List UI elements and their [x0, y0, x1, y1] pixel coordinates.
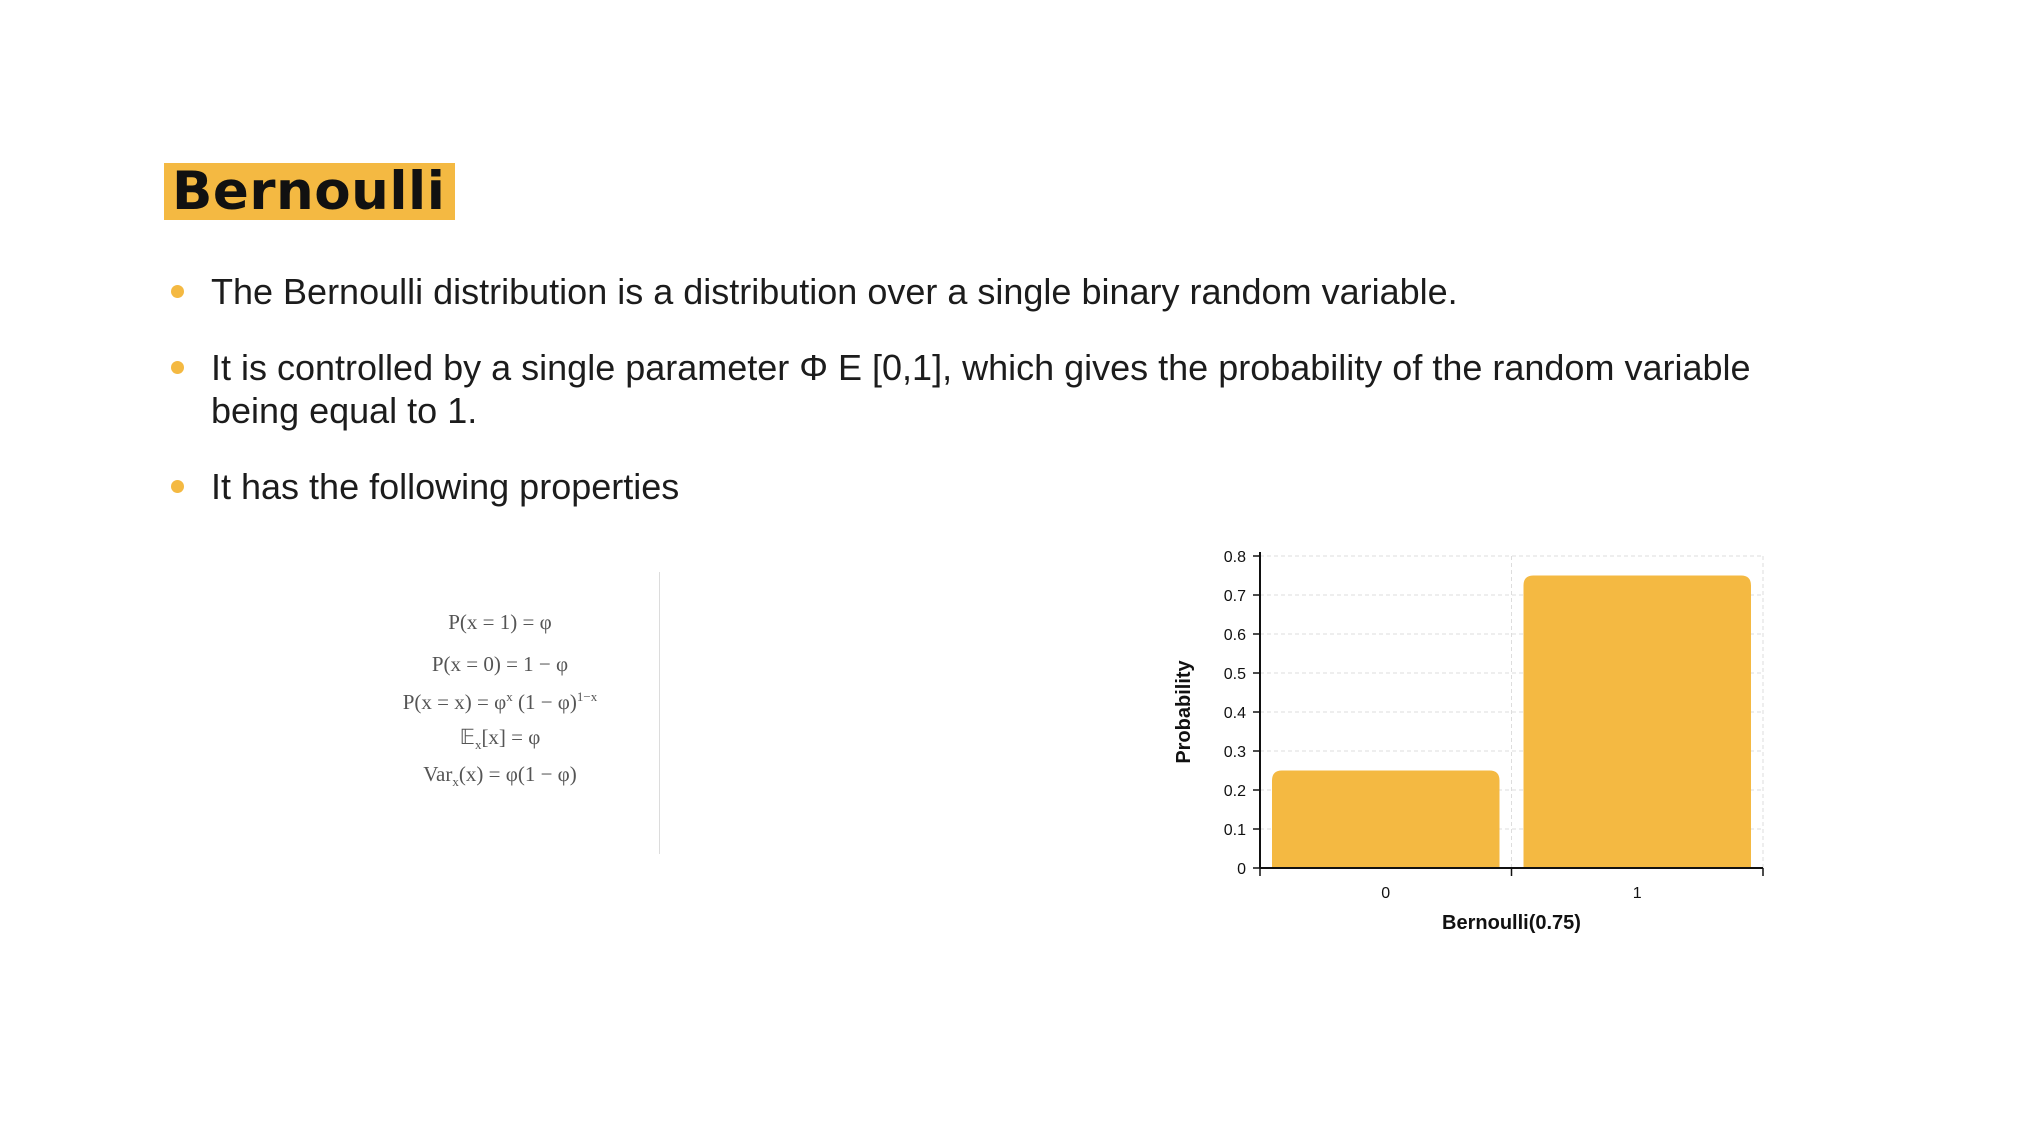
y-tick-label: 0.7	[1224, 588, 1246, 605]
formula-text: P(x = 1) = φ	[448, 610, 552, 634]
bullet-dot-icon	[171, 480, 184, 493]
formula-sub: x	[474, 737, 482, 753]
formula-p1: P(x = 1) = φ	[330, 610, 670, 635]
bullet-text: The Bernoulli distribution is a distribu…	[211, 271, 1458, 312]
bullet-text: It has the following properties	[211, 466, 680, 507]
bullet-list: The Bernoulli distribution is a distribu…	[170, 270, 1790, 541]
y-tick-label: 0.1	[1224, 822, 1246, 839]
bar-chart: 0 0.1 0.2 0.3 0.4 0.5 0.6 0.7 0.8 0 1 Bernoulli(0.7…	[1173, 549, 1764, 934]
formula-sub: x	[452, 774, 459, 790]
formula-text: [x] = φ	[481, 725, 541, 749]
x-tick-label: 0	[1381, 885, 1390, 902]
formula-text: P(x = 0) = 1 − φ	[431, 652, 569, 676]
y-tick-label: 0.3	[1224, 744, 1246, 761]
y-tick-label: 0.2	[1224, 783, 1246, 800]
y-tick-label: 0.6	[1224, 627, 1246, 644]
formula-p0: P(x = 0) = 1 − φ	[330, 652, 670, 677]
y-tick-label: 0.4	[1224, 705, 1246, 722]
bar-0	[1272, 770, 1500, 868]
formula-expectation: 𝔼x[x] = φ	[330, 725, 670, 753]
y-axis-label: Probability	[1173, 659, 1195, 763]
formula-text: (x) = φ(1 − φ)	[458, 762, 577, 786]
formula-text: Var	[423, 762, 453, 786]
bullet-dot-icon	[171, 285, 184, 298]
formula-divider	[659, 572, 660, 854]
formula-variance: Varx(x) = φ(1 − φ)	[330, 762, 670, 790]
formula-sup: 1−x	[576, 689, 598, 704]
bullet-item: The Bernoulli distribution is a distribu…	[170, 270, 1790, 313]
formula-pmf: P(x = x) = φx (1 − φ)1−x	[330, 689, 670, 715]
formula-sup: x	[506, 689, 513, 704]
bullet-dot-icon	[171, 361, 184, 374]
bullet-item: It has the following properties	[170, 465, 1790, 508]
y-tick-label: 0.8	[1224, 549, 1246, 566]
formula-text: (1 − φ)	[512, 690, 577, 714]
formula-text: 𝔼	[459, 725, 475, 749]
formula-text: P(x = x) = φ	[402, 690, 507, 714]
x-axis-label: Bernoulli(0.75)	[1442, 912, 1581, 934]
bullet-item: It is controlled by a single parameter Φ…	[170, 346, 1790, 432]
bullet-text: It is controlled by a single parameter Φ…	[211, 347, 1751, 431]
x-tick-label: 1	[1633, 885, 1642, 902]
bar-1	[1523, 575, 1751, 868]
y-tick-label: 0	[1237, 861, 1246, 878]
y-tick-label: 0.5	[1224, 666, 1246, 683]
slide-title: Bernoulli	[164, 163, 456, 220]
